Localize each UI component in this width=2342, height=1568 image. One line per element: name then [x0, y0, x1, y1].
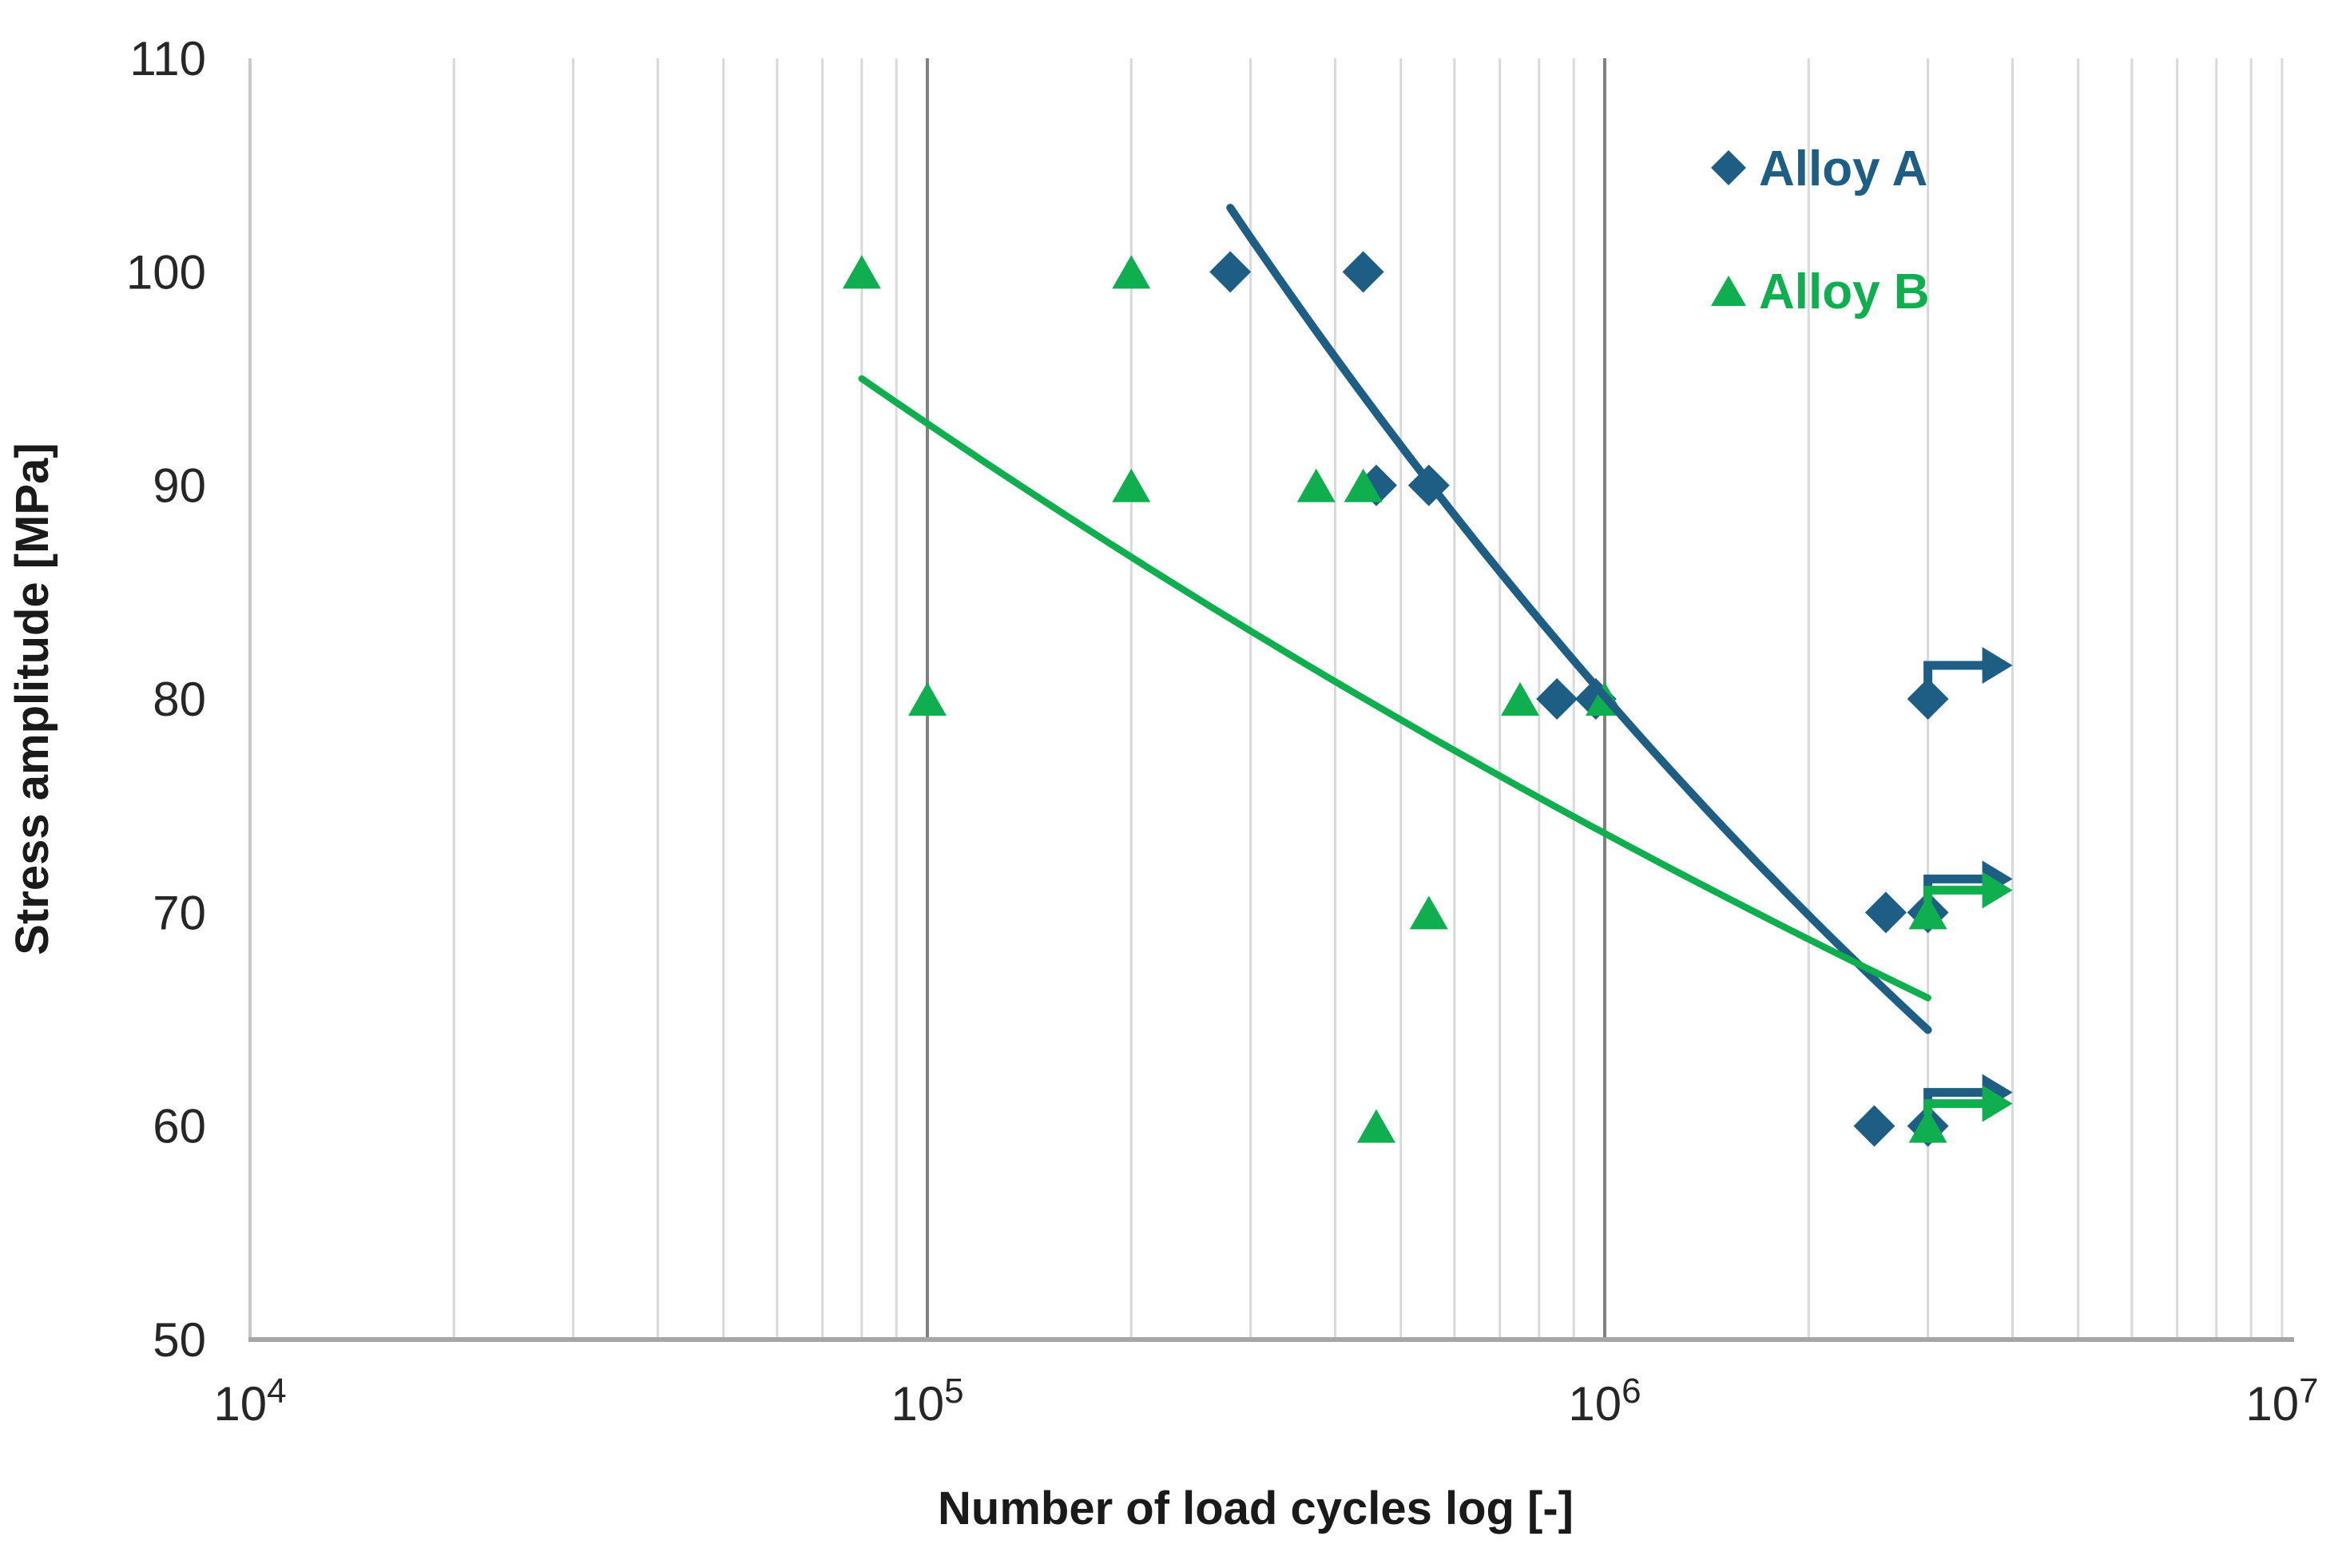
trendline-alloy-a: [1226, 204, 1932, 1034]
axis-lines: [248, 58, 2294, 1342]
x-tick-label: 107: [2245, 1372, 2318, 1431]
y-tick-label: 70: [153, 886, 206, 939]
x-axis-title: Number of load cycles log [-]: [938, 1483, 1574, 1534]
series-alloy-b-markers: [842, 255, 1947, 1143]
triangle-marker: [1344, 468, 1383, 502]
diamond-marker: [1342, 251, 1384, 293]
legend-label: Alloy B: [1759, 264, 1930, 320]
runout-arrow-shaft: [1923, 661, 1987, 688]
runout-arrow-shaft: [1923, 885, 1987, 902]
legend: Alloy A Alloy B: [1711, 141, 1930, 320]
y-tick-label: 110: [129, 32, 206, 85]
triangle-marker: [842, 255, 881, 289]
triangle-marker: [1112, 255, 1151, 289]
x-tick-label: 106: [1568, 1372, 1641, 1431]
y-axis-tick-labels: 110 100 90 80 70 60 50: [126, 32, 206, 1367]
runout-arrow: [1923, 1085, 2013, 1122]
x-tick-label: 104: [213, 1372, 286, 1431]
runout-arrows: [1923, 647, 2013, 1122]
series-alloy-a-markers: [1209, 251, 1949, 1147]
diamond-marker: [1907, 678, 1949, 720]
diamond-marker: [1853, 1105, 1895, 1147]
trendlines: [858, 204, 1932, 1034]
runout-arrow: [1923, 871, 2013, 909]
y-tick-label: 60: [153, 1100, 206, 1153]
legend-diamond-icon: [1711, 150, 1746, 185]
triangle-marker: [1908, 1109, 1947, 1143]
x-tick-label: 105: [891, 1372, 963, 1431]
legend-triangle-icon: [1711, 276, 1746, 306]
runout-arrow-shaft: [1923, 1099, 1987, 1115]
triangle-marker: [1357, 1109, 1396, 1143]
x-axis-tick-labels: 104 105 106 107: [213, 1372, 2318, 1431]
trendline-alloy-b: [858, 375, 1931, 1002]
triangle-marker: [1112, 468, 1151, 502]
diamond-marker: [1209, 251, 1252, 293]
runout-arrow: [1923, 647, 2013, 688]
triangle-marker: [1409, 895, 1448, 930]
triangle-marker: [1501, 682, 1540, 716]
diamond-marker: [1864, 891, 1907, 934]
diamond-marker: [1536, 678, 1578, 720]
y-tick-label: 50: [153, 1313, 206, 1367]
y-tick-label: 90: [153, 459, 206, 513]
legend-item-alloy-b: Alloy B: [1711, 264, 1930, 320]
triangle-marker: [908, 682, 947, 716]
y-tick-label: 100: [126, 245, 206, 299]
y-tick-label: 80: [153, 673, 206, 726]
legend-item-alloy-a: Alloy A: [1711, 141, 1927, 196]
runout-arrow-head: [1982, 647, 2013, 684]
legend-label: Alloy A: [1759, 141, 1927, 196]
triangle-marker: [1296, 468, 1336, 502]
runout-arrow-head: [1982, 1085, 2013, 1122]
triangle-marker: [1908, 895, 1947, 930]
y-axis-title: Stress amplitude [MPa]: [6, 443, 58, 955]
runout-arrow-head: [1982, 871, 2013, 909]
